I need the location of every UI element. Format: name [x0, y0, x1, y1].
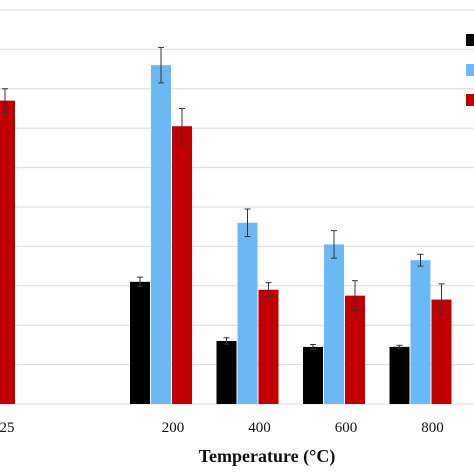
- x-tick-label-600: 600: [335, 420, 358, 436]
- bar-2-200: [172, 126, 192, 404]
- gridlines: [0, 9, 474, 405]
- bars: [0, 65, 452, 405]
- error-bars: [2, 46, 445, 350]
- legend-swatch-2: [466, 94, 474, 106]
- bar-2-400: [258, 289, 279, 404]
- x-tick-labels: 252004006008001000: [0, 420, 444, 436]
- x-tick-label-400: 400: [248, 420, 271, 436]
- bar-1-600: [324, 244, 344, 404]
- bar-0-400: [216, 340, 237, 404]
- x-tick-label-25: 25: [0, 420, 15, 436]
- legend-swatch-0: [466, 34, 474, 46]
- bar-1-400: [237, 222, 258, 404]
- bar-1-800: [410, 260, 431, 404]
- bar-0-800: [389, 346, 410, 404]
- x-tick-label-200: 200: [162, 420, 185, 436]
- x-axis-title: Temperature (°C): [199, 446, 336, 467]
- legend-swatch-1: [466, 64, 474, 76]
- bar-0-600: [303, 346, 323, 404]
- bar-2-800: [431, 299, 452, 404]
- bar-2-600: [345, 295, 365, 404]
- bar-0-200: [130, 281, 150, 404]
- legend: [466, 34, 474, 106]
- x-tick-label-800: 800: [421, 420, 444, 436]
- bar-2-25: [0, 100, 15, 405]
- bar-1-200: [151, 65, 171, 404]
